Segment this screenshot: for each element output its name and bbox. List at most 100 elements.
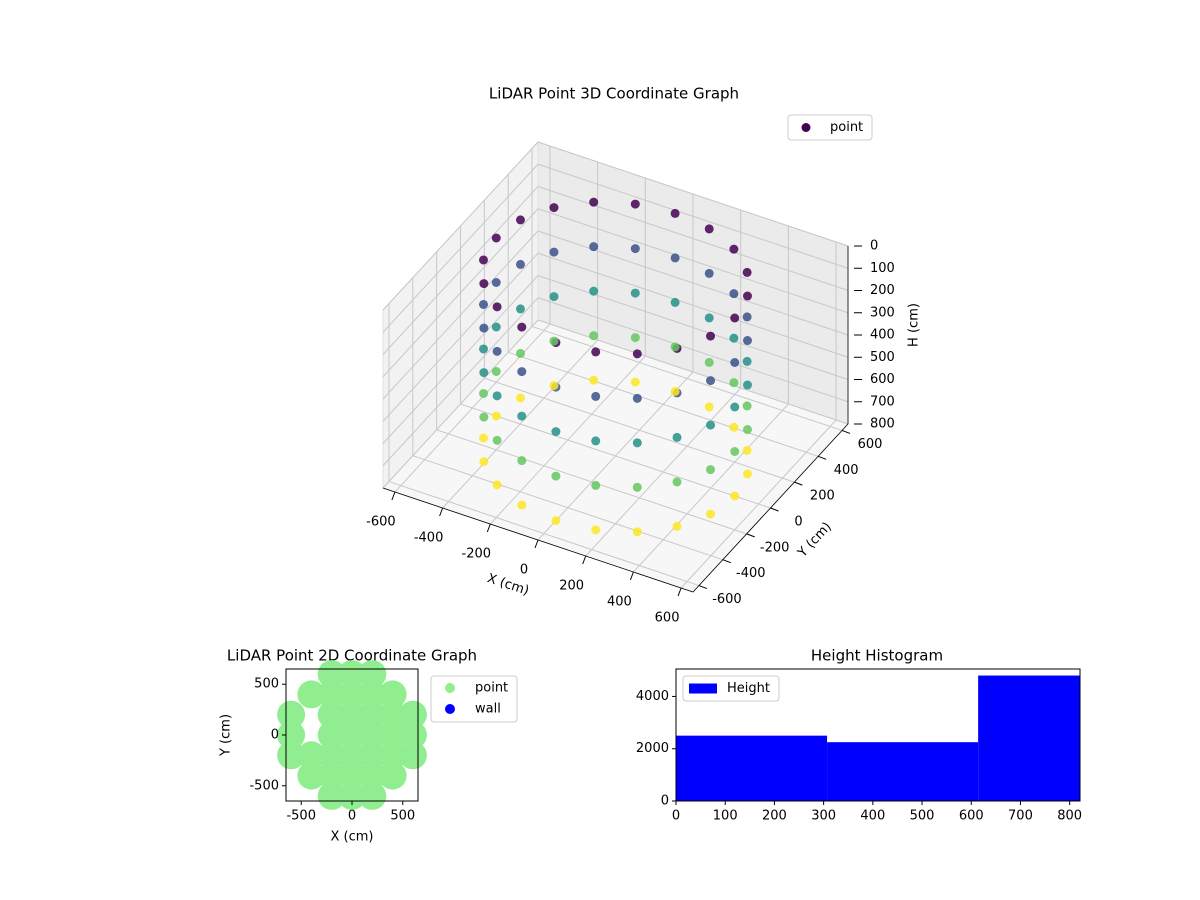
point	[378, 680, 407, 709]
point	[670, 342, 680, 352]
point	[479, 368, 489, 378]
point	[277, 700, 306, 729]
point	[515, 393, 525, 403]
x-tick-label: -600	[366, 515, 396, 530]
y-axis-label: Y (cm)	[219, 714, 234, 757]
point	[517, 500, 527, 510]
point	[491, 233, 501, 243]
point	[630, 199, 640, 209]
z-axis-label: H (cm)	[907, 303, 922, 347]
y-tick-label: 500	[254, 677, 279, 692]
point	[338, 680, 366, 709]
point	[704, 268, 714, 278]
legend-marker	[445, 683, 455, 693]
point	[358, 761, 387, 790]
grid-line	[382, 208, 539, 378]
x-tick	[582, 555, 587, 565]
legend-label: Height	[727, 681, 770, 696]
point	[630, 244, 640, 254]
point	[729, 422, 739, 432]
x-tick-label: 200	[559, 579, 584, 594]
point	[730, 491, 740, 501]
point	[706, 420, 716, 430]
legend-label: point	[830, 120, 863, 135]
point	[670, 297, 680, 307]
point	[591, 525, 601, 535]
point	[742, 336, 752, 346]
point	[297, 680, 326, 709]
grid-line	[388, 481, 700, 587]
point	[589, 375, 599, 385]
point	[704, 224, 714, 234]
point	[630, 288, 640, 298]
point	[398, 721, 427, 749]
point	[632, 438, 642, 448]
grid-line	[382, 319, 539, 489]
grid-line	[531, 325, 843, 431]
grid-line	[382, 186, 539, 355]
point	[317, 721, 346, 749]
point	[670, 208, 680, 218]
point	[517, 411, 527, 421]
point	[670, 253, 680, 263]
point	[729, 244, 739, 254]
grid-line	[508, 351, 819, 457]
point	[632, 349, 642, 359]
y-tick-label: 4000	[636, 689, 669, 704]
point	[479, 412, 489, 422]
point	[730, 358, 740, 367]
point	[742, 291, 752, 301]
x-tick-label: 800	[1057, 809, 1082, 824]
point	[479, 299, 489, 309]
point	[358, 741, 387, 770]
point	[729, 289, 739, 299]
x-tick	[534, 539, 539, 549]
y-tick-label: -200	[760, 540, 790, 555]
point	[358, 781, 387, 810]
point	[630, 333, 640, 343]
legend-box	[682, 675, 780, 702]
z-tick-label: 600	[870, 372, 895, 387]
point	[706, 465, 716, 475]
point	[297, 761, 326, 790]
point	[479, 457, 489, 467]
point	[398, 700, 427, 729]
grid-line	[382, 230, 539, 400]
legend-label: point	[475, 681, 508, 696]
point	[491, 322, 501, 332]
bar	[827, 742, 979, 801]
x-tick-label: 0	[348, 809, 356, 824]
z-tick-label: 0	[870, 239, 878, 254]
x-tick-label: 0	[520, 563, 528, 578]
plot-frame	[675, 668, 1081, 802]
point	[517, 322, 527, 332]
grid-line	[537, 163, 849, 269]
point	[589, 331, 599, 341]
point	[358, 700, 387, 729]
point	[317, 781, 346, 810]
point	[742, 425, 752, 435]
point	[549, 203, 559, 213]
point	[549, 336, 559, 346]
point	[670, 386, 680, 396]
y-tick-label: -400	[736, 566, 766, 581]
x-tick-label: 100	[713, 809, 738, 824]
z-tick-label: 300	[870, 305, 895, 320]
point	[338, 761, 366, 790]
point	[730, 447, 740, 456]
chart-title: Height Histogram	[811, 647, 943, 665]
z-tick-label: 800	[870, 417, 895, 432]
point	[672, 432, 682, 442]
point	[591, 480, 601, 490]
point	[317, 741, 346, 770]
point	[358, 660, 387, 689]
point	[378, 741, 407, 770]
grid-line	[537, 208, 849, 314]
point	[479, 279, 489, 289]
point	[632, 482, 642, 492]
point	[549, 292, 559, 302]
y-tick-label: 0	[794, 515, 802, 530]
point	[297, 741, 326, 770]
grid-line	[382, 252, 539, 422]
